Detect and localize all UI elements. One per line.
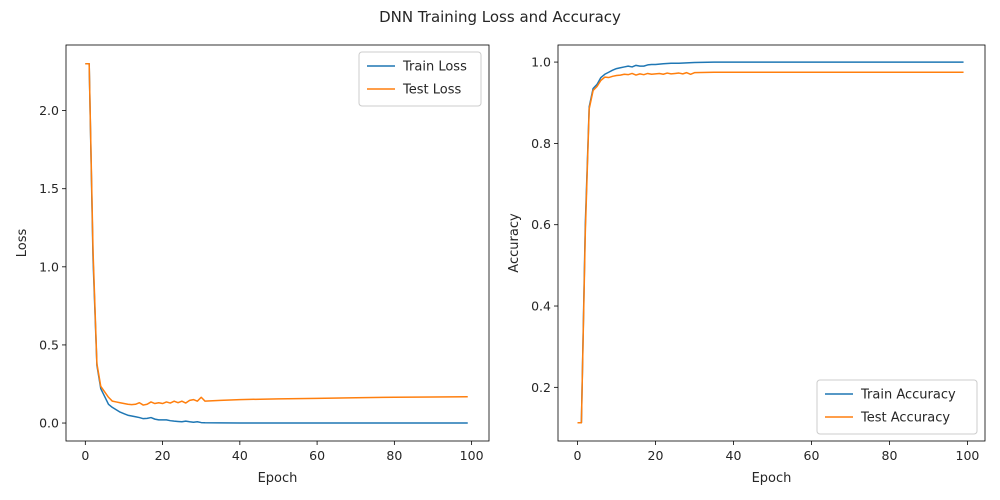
- x-axis-label: Epoch: [752, 471, 792, 486]
- series-line-train-loss: [85, 63, 468, 424]
- y-tick-label: 1.0: [531, 55, 551, 70]
- series-line-test-loss: [85, 63, 468, 406]
- y-tick-label: 2.0: [39, 103, 59, 118]
- legend-entry-label: Train Accuracy: [860, 388, 956, 403]
- y-tick-label: 0.2: [531, 380, 551, 395]
- y-tick-label: 1.0: [39, 259, 59, 274]
- x-tick-label: 40: [232, 448, 248, 463]
- y-tick-label: 0.5: [39, 337, 59, 352]
- x-tick-label: 40: [726, 448, 742, 463]
- legend-entry-label: Train Loss: [402, 60, 467, 75]
- y-tick-label: 0.0: [39, 416, 59, 431]
- axes-frame: [557, 44, 986, 442]
- y-tick-label: 0.4: [531, 299, 551, 314]
- legend-box: [816, 379, 978, 435]
- series-line-test-accuracy: [577, 71, 964, 424]
- x-axis-label: Epoch: [258, 471, 298, 486]
- y-tick-label: 1.5: [39, 181, 59, 196]
- legend: Train Accuracy Test Accuracy: [816, 379, 978, 435]
- x-tick-label: 60: [309, 448, 325, 463]
- x-tick-label: 80: [386, 448, 402, 463]
- axes-frame: [65, 44, 490, 442]
- figure-title: DNN Training Loss and Accuracy: [379, 8, 621, 26]
- x-tick-label: 0: [574, 448, 582, 463]
- series-line-train-accuracy: [577, 61, 964, 424]
- y-tick-label: 0.6: [531, 217, 551, 232]
- legend-entry-label: Test Accuracy: [860, 411, 950, 426]
- x-tick-label: 20: [155, 448, 171, 463]
- x-tick-label: 60: [804, 448, 820, 463]
- y-axis-label: Accuracy: [507, 213, 522, 273]
- accuracy-subplot: 0 20 40 60 80 100 0.2 0.4 0.6 0.8 1.0 Epoch Accuracy…: [507, 44, 986, 486]
- y-tick-label: 0.8: [531, 136, 551, 151]
- legend: Train Loss Test Loss: [358, 51, 482, 107]
- x-tick-label: 100: [956, 448, 980, 463]
- x-tick-label: 80: [882, 448, 898, 463]
- x-tick-label: 100: [460, 448, 484, 463]
- loss-subplot: 0 20 40 60 80 100 0.0 0.5 1.0 1.5 2.0 Epoch Loss Trai…: [15, 44, 490, 486]
- y-axis-label: Loss: [15, 229, 30, 258]
- x-tick-label: 0: [81, 448, 89, 463]
- legend-entry-label: Test Loss: [402, 83, 461, 98]
- x-tick-label: 20: [648, 448, 664, 463]
